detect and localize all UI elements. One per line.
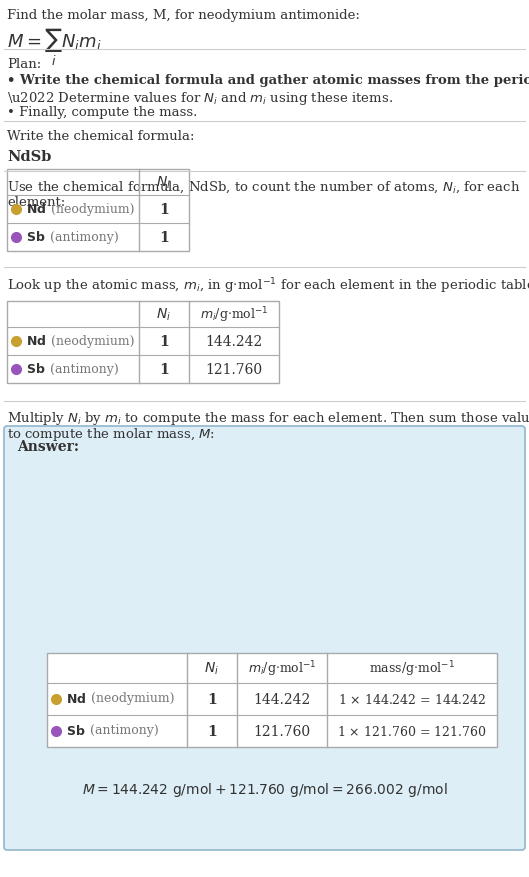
Text: $M = \sum_i N_i m_i$: $M = \sum_i N_i m_i$ [7, 27, 102, 68]
Text: to compute the molar mass, $M$:: to compute the molar mass, $M$: [7, 425, 215, 443]
Text: 1 $\times$ 121.760 = 121.760: 1 $\times$ 121.760 = 121.760 [338, 724, 487, 738]
Text: 1: 1 [207, 692, 217, 706]
Bar [7, 170, 189, 252]
Text: \u2022 Determine values for $N_i$ and $m_i$ using these items.: \u2022 Determine values for $N_i$ and $m… [7, 90, 393, 107]
Text: $\bf{Sb}$: $\bf{Sb}$ [66, 724, 85, 738]
Text: 1 $\times$ 144.242 = 144.242: 1 $\times$ 144.242 = 144.242 [338, 692, 486, 706]
Text: $M = 144.242\ \mathrm{g/mol} + 121.760\ \mathrm{g/mol} = 266.002\ \mathrm{g/mol}: $M = 144.242\ \mathrm{g/mol} + 121.760\ … [81, 781, 448, 798]
Text: $N_i$: $N_i$ [157, 306, 171, 323]
Text: (neodymium): (neodymium) [47, 334, 134, 347]
Text: $N_i$: $N_i$ [157, 175, 171, 191]
Text: Answer:: Answer: [17, 439, 79, 453]
Text: 1: 1 [159, 362, 169, 376]
Bar [47, 653, 497, 747]
Text: (antimony): (antimony) [46, 362, 118, 375]
Text: $\bf{Nd}$: $\bf{Nd}$ [66, 691, 86, 705]
Text: $m_i$/g$\cdot$mol$^{-1}$: $m_i$/g$\cdot$mol$^{-1}$ [248, 659, 316, 678]
Text: 121.760: 121.760 [205, 362, 262, 376]
Text: (neodymium): (neodymium) [87, 692, 175, 705]
Text: 1: 1 [159, 231, 169, 245]
Text: • Write the chemical formula and gather atomic masses from the periodic table.: • Write the chemical formula and gather … [7, 74, 529, 87]
Text: mass/g$\cdot$mol$^{-1}$: mass/g$\cdot$mol$^{-1}$ [369, 659, 455, 678]
Text: Look up the atomic mass, $m_i$, in g$\cdot$mol$^{-1}$ for each element in the pe: Look up the atomic mass, $m_i$, in g$\cd… [7, 275, 529, 296]
Text: $m_i$/g$\cdot$mol$^{-1}$: $m_i$/g$\cdot$mol$^{-1}$ [199, 305, 268, 324]
Text: 1: 1 [159, 335, 169, 348]
Text: $N_i$: $N_i$ [205, 660, 220, 676]
Text: 121.760: 121.760 [253, 724, 311, 738]
FancyBboxPatch shape [4, 426, 525, 850]
Text: Write the chemical formula:: Write the chemical formula: [7, 130, 195, 143]
Text: • Finally, compute the mass.: • Finally, compute the mass. [7, 106, 197, 119]
Text: $\bf{Nd}$: $\bf{Nd}$ [26, 202, 47, 216]
Text: Plan:: Plan: [7, 58, 41, 71]
Text: $\bf{Sb}$: $\bf{Sb}$ [26, 361, 45, 375]
Text: $\bf{Nd}$: $\bf{Nd}$ [26, 333, 47, 347]
Text: NdSb: NdSb [7, 150, 51, 164]
Text: element:: element: [7, 196, 65, 209]
Text: Find the molar mass, M, for neodymium antimonide:: Find the molar mass, M, for neodymium an… [7, 9, 360, 22]
Text: Multiply $N_i$ by $m_i$ to compute the mass for each element. Then sum those val: Multiply $N_i$ by $m_i$ to compute the m… [7, 410, 529, 426]
Text: 144.242: 144.242 [253, 692, 311, 706]
Bar [7, 302, 279, 383]
Text: 1: 1 [207, 724, 217, 738]
Text: (antimony): (antimony) [86, 724, 159, 737]
Text: $\bf{Sb}$: $\bf{Sb}$ [26, 230, 45, 244]
Text: 1: 1 [159, 203, 169, 217]
Text: (antimony): (antimony) [46, 231, 118, 243]
Text: 144.242: 144.242 [205, 335, 262, 348]
Text: (neodymium): (neodymium) [47, 203, 134, 215]
Text: Use the chemical formula, NdSb, to count the number of atoms, $N_i$, for each: Use the chemical formula, NdSb, to count… [7, 180, 521, 196]
